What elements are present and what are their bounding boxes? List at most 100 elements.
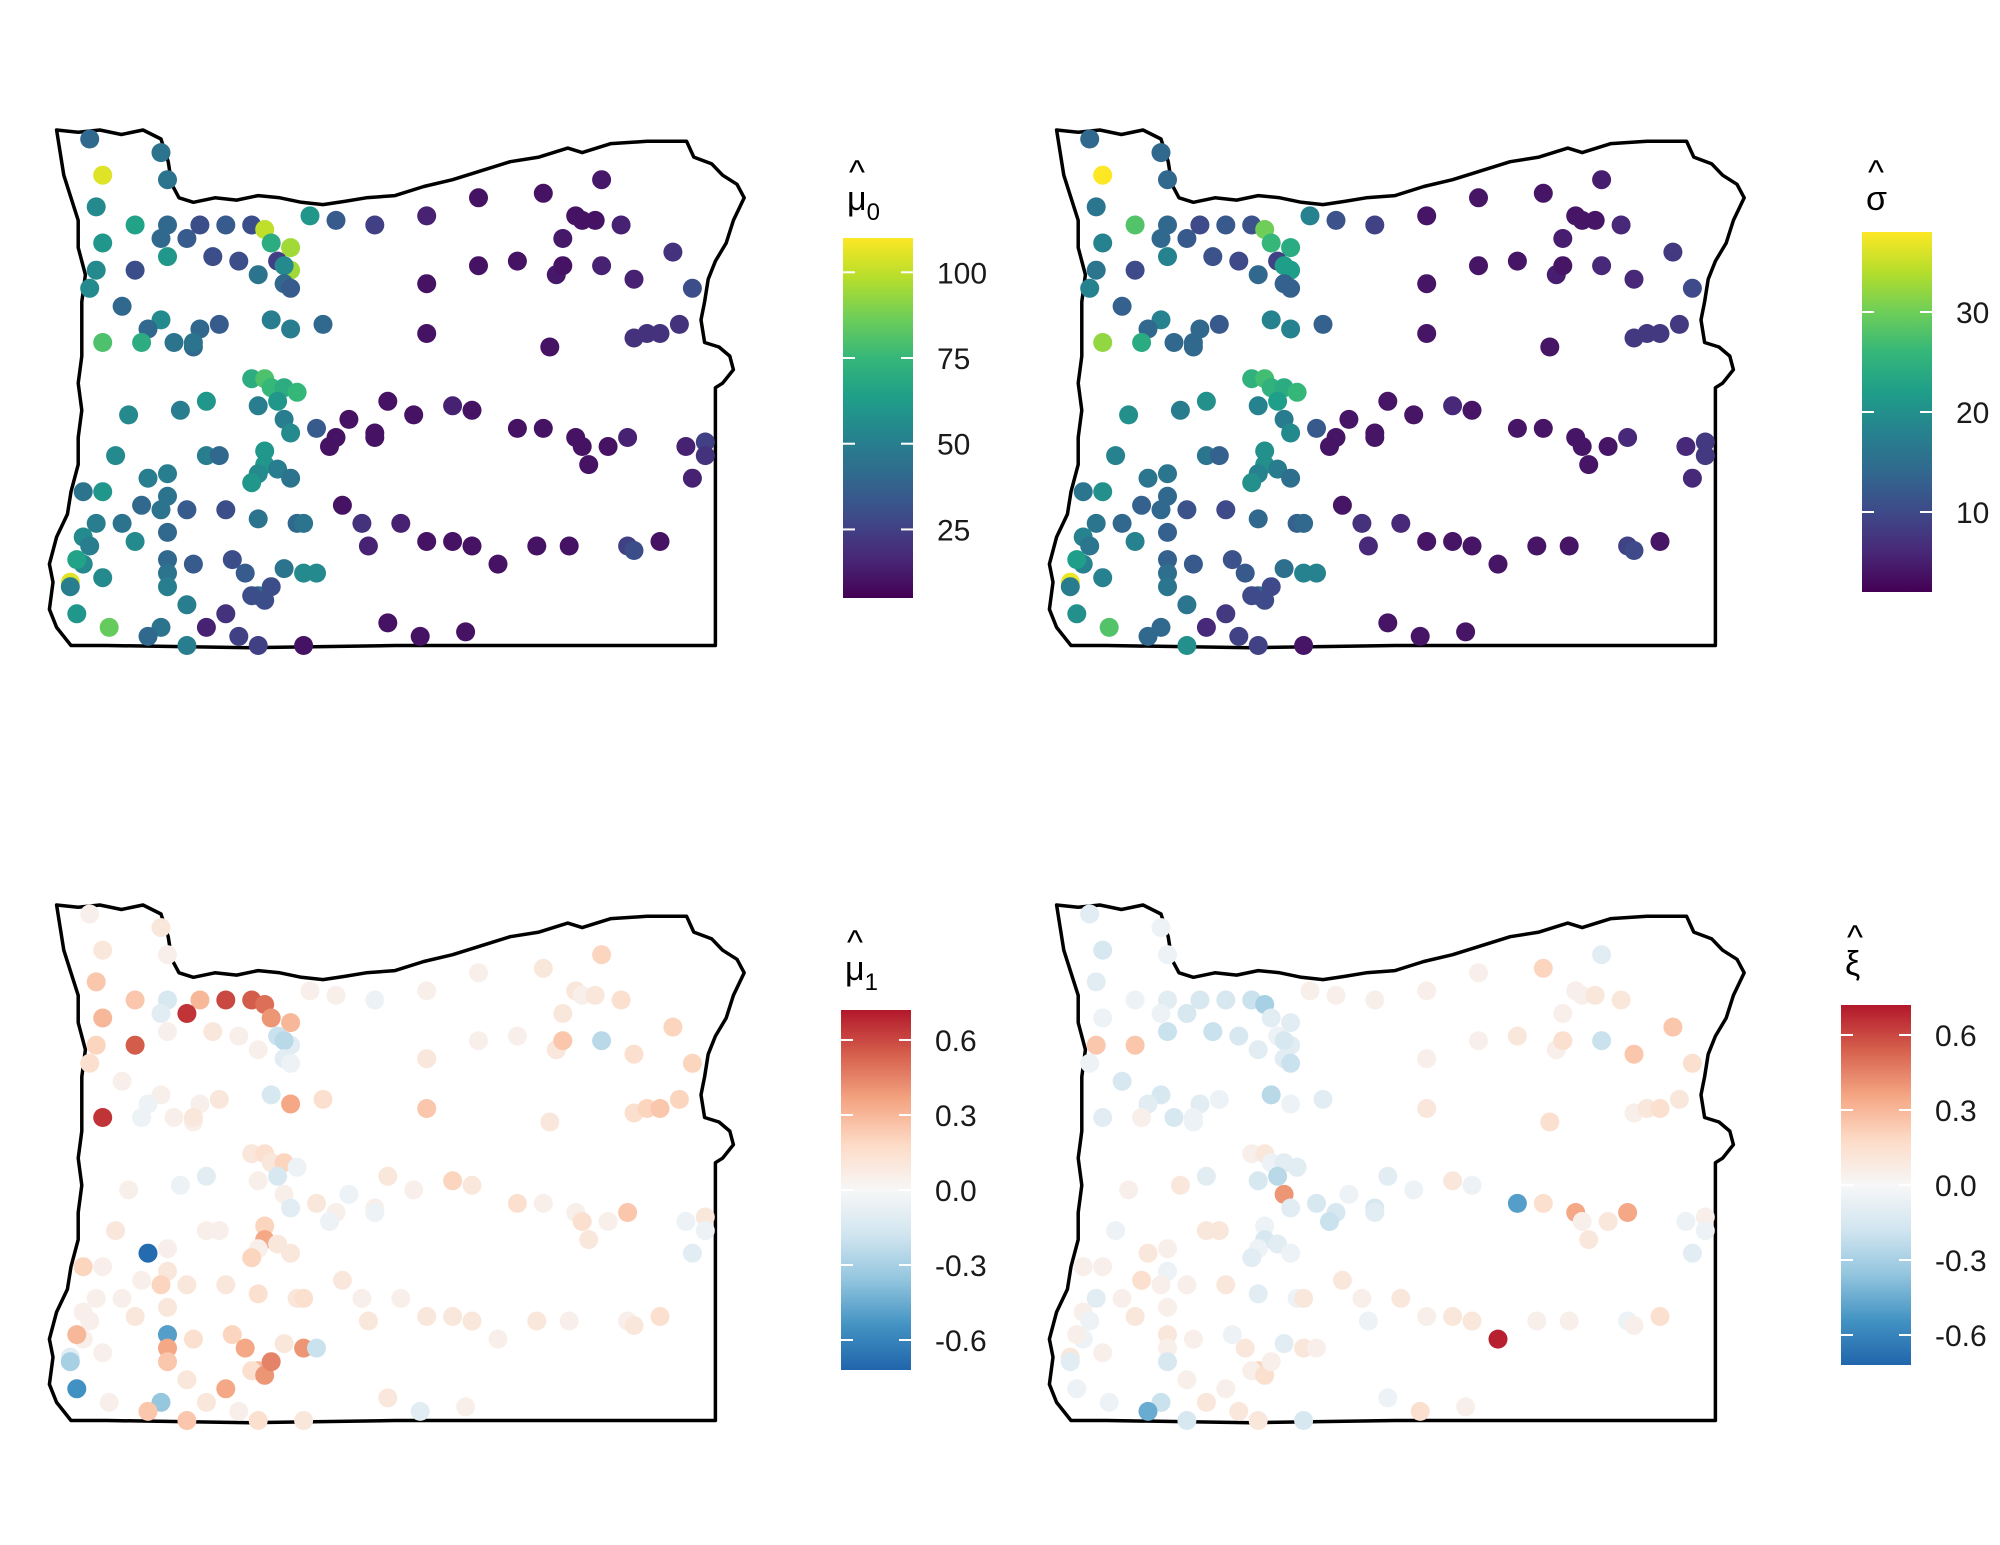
- station-point: [456, 622, 476, 642]
- station-point: [365, 1203, 385, 1222]
- station-point: [1093, 165, 1113, 185]
- station-point: [313, 1089, 333, 1109]
- station-point: [274, 256, 294, 276]
- station-point: [553, 256, 573, 276]
- station-point: [417, 274, 437, 294]
- station-point: [209, 1221, 229, 1241]
- station-point: [410, 626, 430, 646]
- station-point: [1585, 210, 1605, 230]
- station-point: [1417, 981, 1437, 1001]
- station-point: [1469, 188, 1488, 208]
- station-point: [443, 1171, 463, 1191]
- station-point: [242, 1144, 262, 1164]
- station-point: [1307, 1338, 1326, 1358]
- station-point: [1559, 1311, 1579, 1331]
- station-point: [287, 382, 307, 402]
- station-point: [462, 1311, 482, 1331]
- state-outline: [47, 903, 746, 1425]
- station-point: [177, 1004, 197, 1023]
- station-point: [1365, 428, 1385, 447]
- station-point: [1125, 260, 1145, 280]
- station-point: [190, 990, 210, 1010]
- station-point: [164, 333, 184, 352]
- station-point: [1093, 333, 1113, 352]
- station-point: [1151, 1275, 1171, 1295]
- station-point: [1151, 1004, 1171, 1023]
- station-point: [281, 1094, 301, 1114]
- legend-colorbar: [843, 238, 913, 598]
- station-point: [1378, 1166, 1398, 1186]
- station-point: [1209, 314, 1229, 334]
- station-point: [1158, 1352, 1177, 1372]
- station-point: [1624, 1044, 1644, 1064]
- station-point: [1352, 1288, 1372, 1308]
- station-point: [1125, 990, 1145, 1010]
- station-point: [1067, 1325, 1087, 1345]
- station-point: [352, 513, 372, 533]
- station-point: [1158, 247, 1177, 267]
- station-point: [1093, 1008, 1113, 1028]
- legend-tick-label: -0.3: [1935, 1245, 1987, 1278]
- station-point: [1669, 1089, 1689, 1109]
- station-point: [60, 577, 80, 597]
- station-point: [1281, 1198, 1301, 1218]
- station-point: [682, 278, 702, 298]
- station-point: [1624, 541, 1644, 560]
- station-point: [1222, 550, 1242, 570]
- station-point: [1268, 391, 1288, 411]
- station-point: [320, 1212, 339, 1231]
- station-point: [1443, 1171, 1463, 1191]
- station-point: [1274, 256, 1294, 276]
- station-point: [695, 1221, 715, 1241]
- station-point: [86, 513, 106, 533]
- station-point: [151, 500, 171, 520]
- station-point: [158, 1352, 177, 1372]
- station-point: [93, 165, 113, 185]
- station-point: [1274, 1334, 1294, 1354]
- station-point: [1093, 233, 1113, 253]
- station-point: [1553, 229, 1573, 248]
- station-point: [177, 636, 197, 655]
- station-point: [507, 1026, 527, 1046]
- station-point: [1462, 536, 1482, 556]
- station-point: [1177, 636, 1197, 655]
- station-point: [183, 1329, 203, 1349]
- station-point: [1281, 319, 1301, 339]
- station-point: [294, 636, 314, 655]
- station-point: [1099, 1392, 1119, 1412]
- station-point: [216, 1379, 236, 1399]
- station-point: [170, 1175, 190, 1195]
- station-point: [1352, 513, 1372, 533]
- station-point: [611, 990, 631, 1010]
- station-point: [261, 1352, 281, 1372]
- station-point: [1417, 1099, 1437, 1118]
- station-point: [553, 1031, 573, 1051]
- station-point: [281, 278, 301, 298]
- station-point: [1080, 536, 1100, 556]
- station-point: [60, 1352, 80, 1372]
- station-point: [533, 183, 553, 203]
- station-point: [598, 437, 618, 456]
- station-point: [93, 1008, 113, 1028]
- station-point: [177, 1411, 197, 1430]
- station-point: [1086, 1288, 1106, 1308]
- station-point: [183, 1108, 203, 1127]
- legend-title-hat: ^: [1868, 154, 1884, 192]
- station-point: [1261, 1008, 1281, 1028]
- station-point: [488, 554, 508, 574]
- station-point: [1650, 1099, 1670, 1118]
- station-point: [1242, 1248, 1262, 1268]
- station-point: [1507, 418, 1527, 438]
- station-point: [1313, 314, 1333, 334]
- legend-tick-label: 100: [937, 257, 987, 290]
- station-point: [1067, 550, 1087, 570]
- station-point: [598, 1212, 618, 1231]
- station-point: [1177, 1275, 1197, 1295]
- station-point: [281, 423, 301, 443]
- station-point: [592, 256, 612, 276]
- station-point: [1093, 1343, 1113, 1363]
- legend-tick-label: 10: [1956, 497, 1989, 530]
- station-point: [1462, 1311, 1482, 1331]
- station-point: [1216, 215, 1236, 235]
